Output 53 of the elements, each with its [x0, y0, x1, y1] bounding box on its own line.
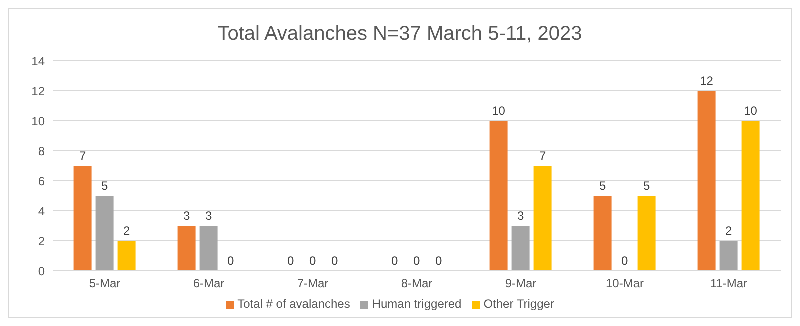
- bar: [200, 226, 218, 271]
- legend-label: Total # of avalanches: [238, 297, 350, 311]
- y-tick-label: 12: [32, 84, 46, 98]
- y-tick-label: 8: [38, 144, 46, 158]
- bar: [490, 121, 508, 271]
- y-tick-label: 4: [38, 204, 46, 218]
- data-label: 10: [492, 104, 506, 118]
- data-label: 10: [744, 104, 758, 118]
- data-label: 3: [183, 209, 190, 223]
- bar: [594, 196, 612, 271]
- chart-title: Total Avalanches N=37 March 5-11, 2023: [216, 23, 584, 47]
- data-label: 2: [725, 224, 732, 238]
- y-tick-label: 14: [32, 54, 46, 68]
- x-tick-label: 8-Mar: [401, 276, 433, 291]
- data-label: 5: [101, 179, 108, 193]
- data-label: 5: [643, 179, 650, 193]
- data-label: 0: [331, 254, 338, 268]
- y-tick-label: 2: [38, 234, 46, 248]
- data-label: 7: [539, 149, 546, 163]
- x-tick-label: 9-Mar: [505, 276, 537, 291]
- bar: [74, 166, 92, 271]
- data-label: 2: [123, 224, 130, 238]
- bar: [118, 241, 136, 271]
- bar: [178, 226, 196, 271]
- legend-label: Human triggered: [372, 297, 462, 311]
- data-label: 0: [435, 254, 442, 268]
- data-label: 0: [309, 254, 316, 268]
- x-tick-label: 7-Mar: [297, 276, 329, 291]
- data-label: 0: [287, 254, 294, 268]
- data-label: 0: [227, 254, 234, 268]
- data-label: 3: [517, 209, 524, 223]
- bar: [720, 241, 738, 271]
- bar: [742, 121, 760, 271]
- x-tick-label: 5-Mar: [89, 276, 121, 291]
- x-tick-label: 11-Mar: [710, 276, 748, 291]
- data-label: 0: [391, 254, 398, 268]
- bar: [512, 226, 530, 271]
- legend-label: Other Trigger: [484, 297, 554, 311]
- bar: [638, 196, 656, 271]
- data-label: 0: [621, 254, 628, 268]
- data-label: 3: [205, 209, 212, 223]
- bar: [698, 91, 716, 271]
- x-tick-label: 10-Mar: [606, 276, 644, 291]
- x-tick-label: 6-Mar: [193, 276, 225, 291]
- data-label: 7: [79, 149, 86, 163]
- y-tick-label: 10: [32, 114, 46, 128]
- y-tick-label: 6: [38, 174, 46, 188]
- y-tick-label: 0: [38, 264, 46, 278]
- bar: [534, 166, 552, 271]
- data-label: 0: [413, 254, 420, 268]
- bar: [96, 196, 114, 271]
- data-label: 5: [599, 179, 606, 193]
- data-label: 12: [700, 74, 714, 88]
